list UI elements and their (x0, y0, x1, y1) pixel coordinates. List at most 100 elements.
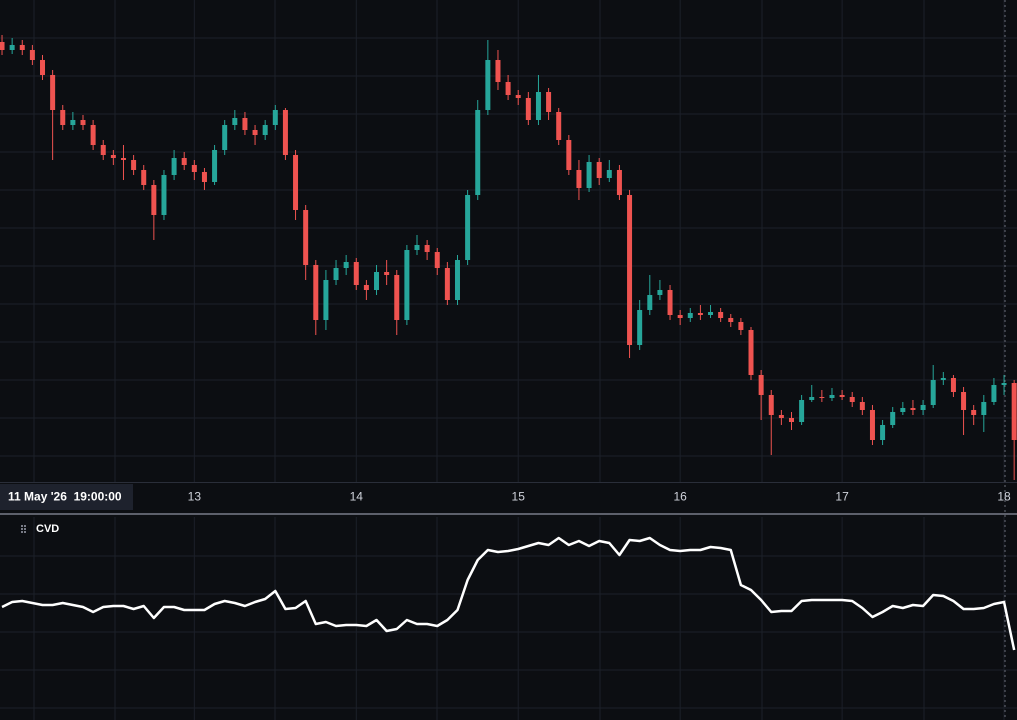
candle-body (50, 75, 56, 110)
candle-body (910, 408, 916, 410)
candle-body (353, 262, 359, 285)
candle-body (869, 410, 875, 440)
candle-body (991, 385, 997, 402)
crosshair-label: 11 May '26 19:00:00 (8, 490, 122, 504)
candle-body (161, 175, 167, 215)
candle-body (363, 285, 369, 290)
candle-body (384, 272, 390, 275)
candle-body (535, 92, 541, 120)
candle-body (343, 262, 349, 268)
candle-body (131, 160, 137, 170)
crosshair-label-box (0, 484, 133, 510)
candle-body (768, 395, 774, 415)
candle-body (880, 425, 886, 440)
candle-body (627, 195, 633, 345)
candle-body (799, 400, 805, 422)
candle-body (920, 405, 926, 410)
candle-body (677, 315, 683, 318)
candle-body (110, 155, 116, 158)
candle-body (950, 378, 956, 392)
candle-body (70, 120, 76, 125)
candle-body (171, 158, 177, 175)
candle-body (293, 155, 299, 210)
candle-body (900, 408, 906, 412)
candle-body (19, 45, 25, 50)
candle-body (758, 375, 764, 395)
cvd-pane (1, 536, 1016, 651)
candle-body (961, 392, 967, 410)
candle-body (778, 415, 784, 418)
candle-body (657, 290, 663, 295)
candle-body (222, 125, 228, 150)
indicator-title[interactable]: CVD (36, 523, 59, 535)
candle-body (414, 245, 420, 250)
candle-body (323, 280, 329, 320)
candle-body (576, 170, 582, 188)
candle-body (829, 395, 835, 398)
candle-body (505, 82, 511, 95)
candle-body (1011, 383, 1017, 440)
candle-body (80, 120, 86, 125)
candle-body (788, 418, 794, 422)
candle-body (40, 60, 46, 75)
candle-body (738, 322, 744, 330)
candle-body (181, 158, 187, 165)
x-axis: 13 14 15 16 17 18 (188, 490, 1011, 504)
candle-body (404, 250, 410, 320)
candle-body (809, 397, 815, 400)
x-tick-label: 15 (512, 490, 526, 504)
candle-body (515, 95, 521, 98)
candle-body (546, 92, 552, 112)
candle-body (232, 118, 238, 125)
candle-body (394, 275, 400, 320)
candle-body (191, 165, 197, 172)
candle-body (444, 268, 450, 300)
candle-body (839, 395, 845, 397)
candle-body (849, 397, 855, 402)
candle-body (616, 170, 622, 195)
candle-body (566, 140, 572, 170)
candle-body (465, 195, 471, 260)
candle-body (890, 412, 896, 425)
x-tick-label: 17 (835, 490, 849, 504)
candle-body (556, 112, 562, 140)
candle-body (60, 110, 66, 125)
candle-body (212, 150, 218, 182)
candle-body (100, 145, 106, 155)
candle-body (141, 170, 147, 185)
candle-body (940, 378, 946, 380)
candle-body (313, 265, 319, 320)
candle-body (454, 260, 460, 300)
candle-body (748, 330, 754, 375)
candle-body (586, 162, 592, 188)
x-tick-label: 16 (673, 490, 687, 504)
candle-body (697, 313, 703, 315)
candle-body (718, 312, 724, 318)
candle-body (475, 110, 481, 195)
candle-body (859, 402, 865, 410)
candle-body (819, 397, 825, 398)
candle-body (596, 162, 602, 178)
candle-body (981, 402, 987, 415)
candle-body (242, 118, 248, 130)
candle-body (971, 410, 977, 415)
candle-body (90, 125, 96, 145)
candle-body (667, 290, 673, 315)
candle-body (252, 130, 258, 135)
candle-body (495, 60, 501, 82)
candle-body (201, 172, 207, 182)
candle-body (525, 98, 531, 120)
x-tick-label: 13 (188, 490, 202, 504)
candle-body (930, 380, 936, 405)
candle-body (303, 210, 309, 265)
candle-body (282, 110, 288, 155)
candle-body (272, 110, 278, 125)
candle-body (708, 312, 714, 315)
candle-body (374, 272, 380, 290)
candle-body (485, 60, 491, 110)
x-tick-label: 18 (997, 490, 1011, 504)
drag-handle[interactable] (21, 525, 26, 533)
